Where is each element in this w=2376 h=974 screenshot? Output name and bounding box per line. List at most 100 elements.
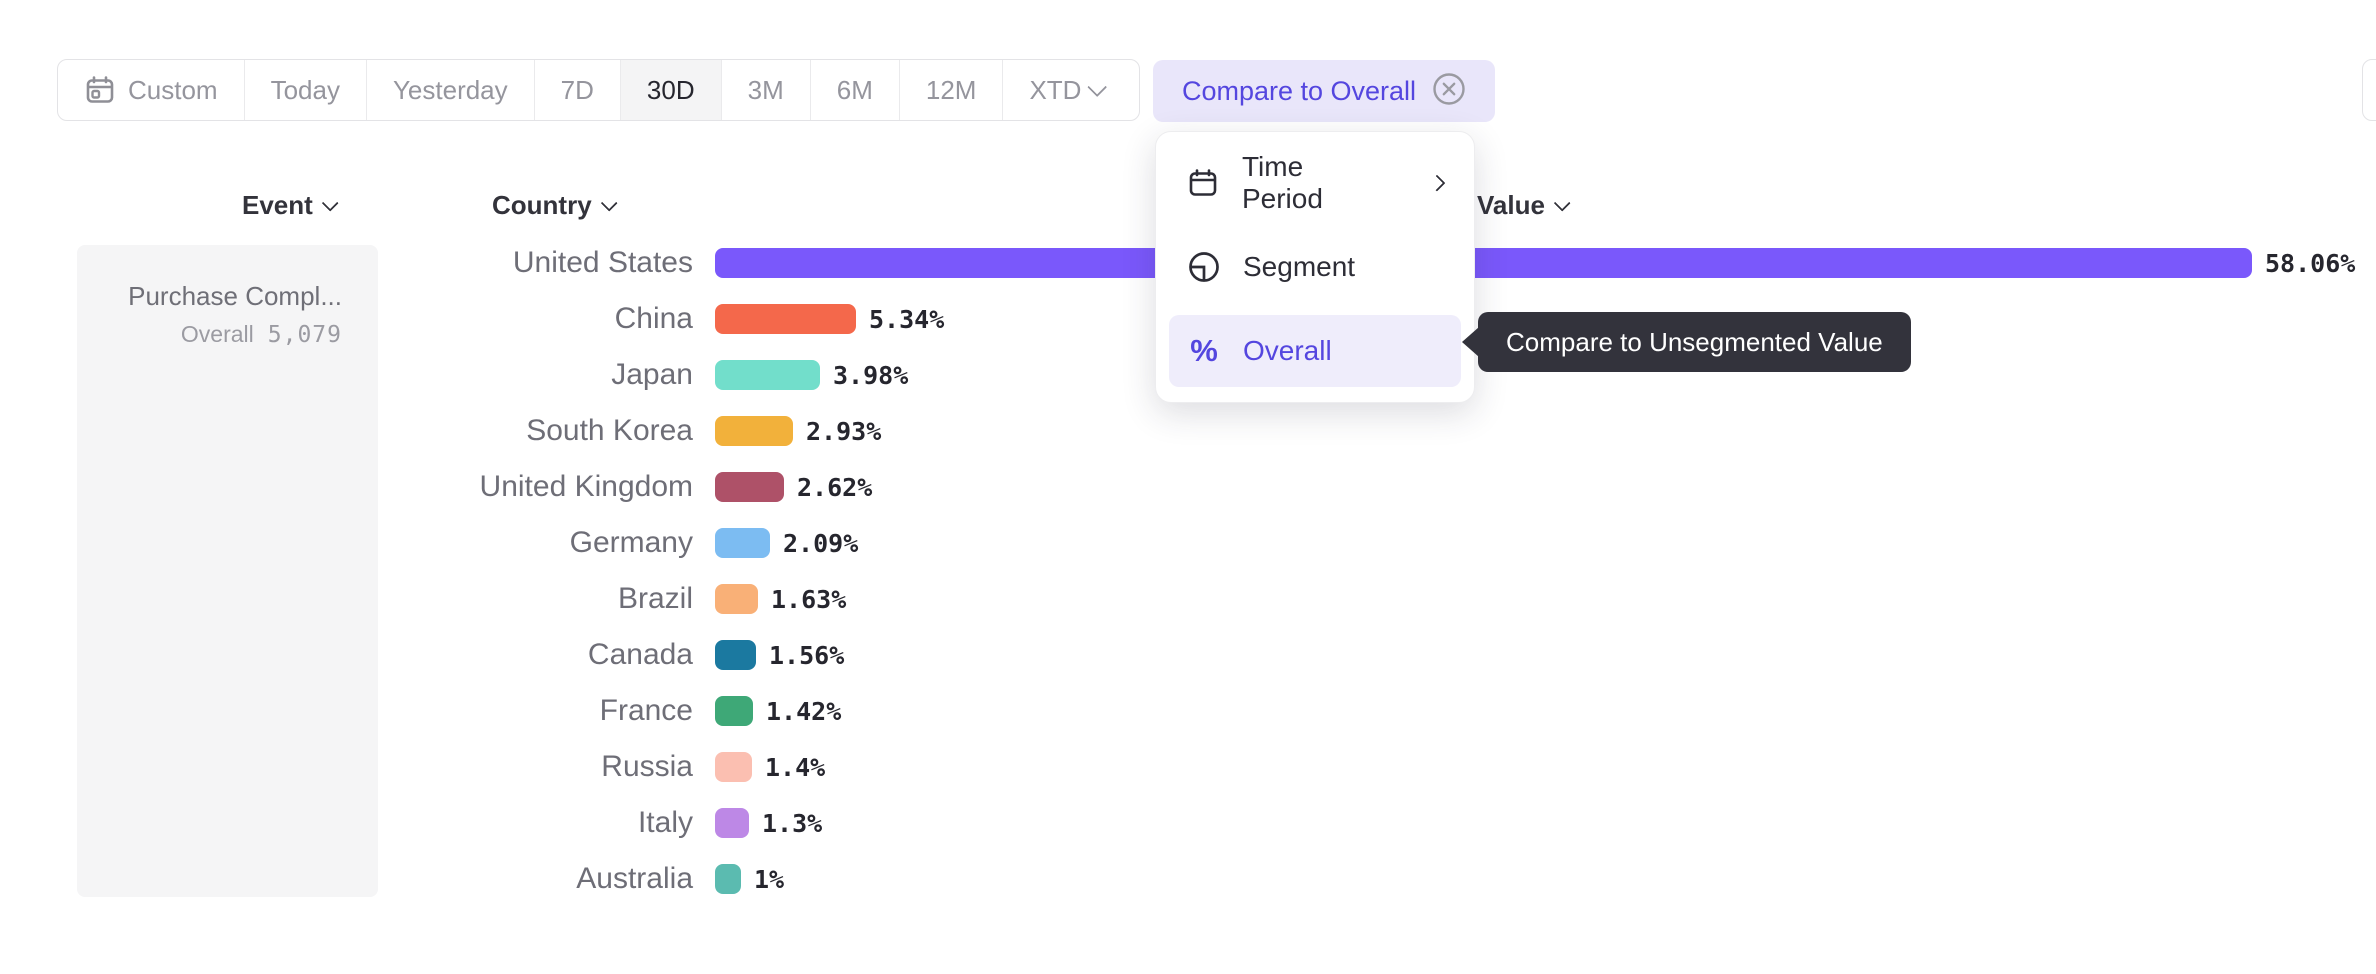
- country-label: Russia: [601, 750, 693, 783]
- column-header-country[interactable]: Country: [492, 190, 618, 221]
- event-overall-count: Overall 5,079: [77, 321, 342, 348]
- value-bar[interactable]: [715, 248, 2252, 278]
- date-range-label: 7D: [560, 74, 594, 105]
- date-range-label: 6M: [836, 74, 873, 105]
- tooltip: Compare to Unsegmented Value: [1462, 312, 1911, 372]
- country-label: Germany: [569, 526, 693, 559]
- table-row: France 1.42%: [0, 683, 2376, 739]
- menu-item-label: Overall: [1243, 335, 1332, 366]
- date-range-today[interactable]: Today: [245, 60, 367, 120]
- value-label: 5.34%: [869, 304, 945, 334]
- chevron-down-icon: [600, 194, 618, 212]
- value-bar[interactable]: [715, 360, 820, 390]
- date-range-30d[interactable]: 30D: [620, 60, 722, 120]
- tooltip-arrow-icon: [1462, 327, 1479, 357]
- value-label: 2.93%: [806, 416, 882, 446]
- value-bar[interactable]: [715, 416, 793, 446]
- value-label: 58.06%: [2265, 248, 2356, 278]
- event-card[interactable]: Purchase Compl... Overall 5,079: [77, 245, 378, 897]
- country-label: South Korea: [526, 414, 693, 447]
- table-row: Russia 1.4%: [0, 739, 2376, 795]
- compare-to-overall-button[interactable]: Compare to Overall: [1153, 60, 1495, 122]
- compare-to-overall-label: Compare to Overall: [1181, 75, 1417, 106]
- column-header-value[interactable]: Value: [1477, 190, 1571, 221]
- value-bar[interactable]: [715, 640, 756, 670]
- country-label: Australia: [576, 862, 693, 895]
- date-range-custom[interactable]: Custom: [58, 60, 245, 120]
- date-range-yesterday[interactable]: Yesterday: [367, 60, 535, 120]
- country-label: China: [614, 302, 693, 335]
- segment-pie-icon: [1187, 250, 1221, 284]
- country-label: Brazil: [617, 582, 693, 615]
- value-label: 1.4%: [765, 752, 826, 782]
- column-header-event[interactable]: Event: [242, 190, 339, 221]
- date-range-label: 30D: [646, 74, 695, 105]
- tooltip-text: Compare to Unsegmented Value: [1506, 326, 1883, 357]
- value-bar[interactable]: [715, 808, 749, 838]
- date-range-xtd[interactable]: XTD: [1003, 60, 1133, 120]
- circle-x-icon[interactable]: [1432, 72, 1466, 111]
- date-range-toolbar: Custom Today Yesterday 7D 30D 3M 6M 12M XTD: [57, 59, 1140, 121]
- date-range-6m[interactable]: 6M: [811, 60, 900, 120]
- date-range-7d[interactable]: 7D: [535, 60, 621, 120]
- overall-value: 5,079: [267, 322, 342, 348]
- value-header-label: Value: [1477, 190, 1545, 220]
- chevron-down-icon: [321, 194, 339, 212]
- date-range-12m[interactable]: 12M: [900, 60, 1004, 120]
- date-range-label: 3M: [747, 74, 784, 105]
- value-bar[interactable]: [715, 528, 770, 558]
- country-header-label: Country: [492, 190, 592, 220]
- event-name: Purchase Compl...: [128, 281, 342, 311]
- value-bar[interactable]: [715, 696, 753, 726]
- country-label: Japan: [611, 358, 693, 391]
- value-label: 1.56%: [769, 640, 845, 670]
- table-row: China 5.34%: [0, 291, 2376, 347]
- compare-dropdown-menu: Time Period Segment% Overall: [1155, 131, 1475, 403]
- menu-item-label: Segment: [1243, 251, 1356, 282]
- bar-chart: United States 58.06% China 5.34% Japan 3.98% S…: [0, 235, 2376, 907]
- country-label: Canada: [587, 638, 693, 671]
- country-label: France: [599, 694, 693, 727]
- clipped-right-button[interactable]: [2362, 59, 2376, 121]
- table-row: Japan 3.98%: [0, 347, 2376, 403]
- value-bar[interactable]: [715, 472, 784, 502]
- menu-item-label: Time Period: [1241, 151, 1323, 214]
- percent-icon: %: [1190, 333, 1218, 368]
- table-row: Italy 1.3%: [0, 795, 2376, 851]
- value-bar[interactable]: [715, 304, 856, 334]
- date-range-label: XTD: [1029, 74, 1082, 105]
- table-row: South Korea 2.93%: [0, 403, 2376, 459]
- table-row: Germany 2.09%: [0, 515, 2376, 571]
- value-bar[interactable]: [715, 752, 752, 782]
- country-label: Italy: [637, 806, 693, 839]
- table-row: United Kingdom 2.62%: [0, 459, 2376, 515]
- table-row: Australia 1%: [0, 851, 2376, 907]
- chevron-down-icon: [1087, 77, 1108, 98]
- value-label: 1.3%: [762, 808, 823, 838]
- value-label: 2.09%: [783, 528, 859, 558]
- table-row: Brazil 1.63%: [0, 571, 2376, 627]
- table-row: United States 58.06%: [0, 235, 2376, 291]
- date-range-label: 12M: [925, 74, 977, 105]
- chevron-down-icon: [1553, 194, 1571, 212]
- menu-item-overall[interactable]: % Overall: [1169, 315, 1461, 387]
- value-label: 1.63%: [771, 584, 847, 614]
- menu-item-time-period[interactable]: Time Period: [1169, 147, 1461, 219]
- date-range-3m[interactable]: 3M: [722, 60, 811, 120]
- value-label: 1.42%: [766, 696, 842, 726]
- calendar-icon: [1187, 167, 1220, 199]
- overall-label: Overall: [180, 321, 254, 347]
- event-header-label: Event: [242, 190, 313, 220]
- table-row: Canada 1.56%: [0, 627, 2376, 683]
- date-range-label: Today: [270, 74, 340, 105]
- menu-item-segment[interactable]: Segment: [1169, 231, 1461, 303]
- value-label: 3.98%: [833, 360, 909, 390]
- value-bar[interactable]: [715, 864, 741, 894]
- value-bar[interactable]: [715, 584, 758, 614]
- date-range-label: Yesterday: [392, 74, 508, 105]
- calendar-icon: [84, 74, 116, 106]
- date-range-label: Custom: [128, 74, 218, 105]
- value-label: 2.62%: [797, 472, 873, 502]
- country-label: United Kingdom: [479, 470, 693, 503]
- chevron-right-icon: [1428, 174, 1446, 192]
